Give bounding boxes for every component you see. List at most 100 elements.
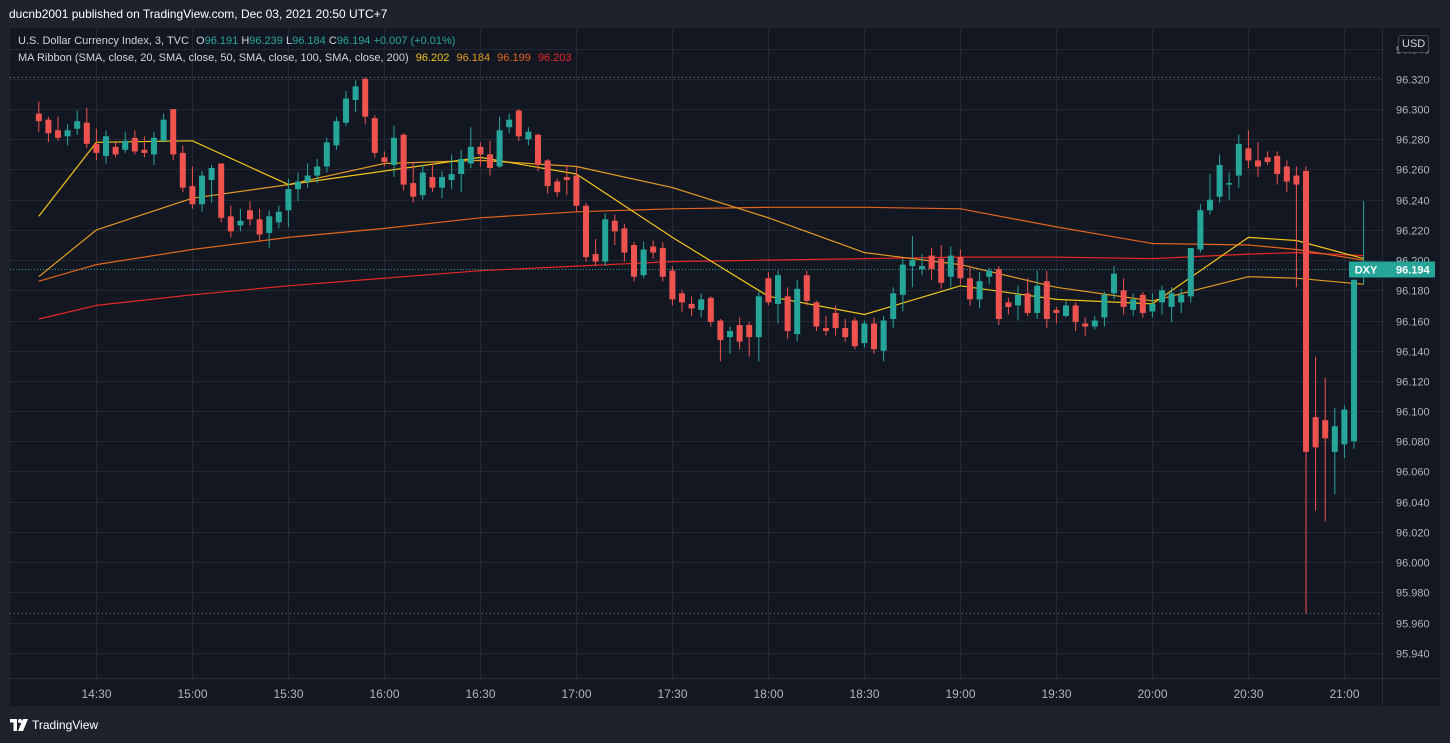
candle	[1043, 270, 1050, 329]
candle	[1101, 291, 1108, 327]
candle	[1264, 151, 1271, 165]
candle	[1207, 174, 1213, 215]
candle-body	[755, 296, 762, 338]
candle-body	[103, 136, 109, 156]
candle	[35, 101, 42, 132]
x-tick-label: 15:30	[273, 687, 303, 701]
candle	[487, 140, 493, 176]
candle-body	[640, 249, 647, 276]
candle	[458, 149, 465, 193]
candle	[439, 171, 445, 199]
candle-body	[765, 278, 772, 303]
ma-ribbon-legend: MA Ribbon (SMA, close, 20, SMA, close, 5…	[18, 50, 572, 66]
candle-body	[506, 119, 513, 128]
x-tick-label: 20:00	[1137, 687, 1167, 701]
x-tick-label: 18:30	[849, 687, 879, 701]
candle	[151, 131, 157, 165]
candle-body	[314, 166, 321, 176]
candle-body	[141, 149, 148, 153]
candle	[496, 116, 503, 168]
x-tick-label: 21:00	[1329, 687, 1359, 701]
candle	[477, 142, 484, 167]
candle	[861, 320, 868, 348]
candle-body	[295, 181, 301, 190]
currency-badge[interactable]: USD	[1398, 35, 1430, 53]
candle	[621, 223, 628, 262]
candle-body	[746, 325, 753, 338]
candle-body	[794, 288, 801, 335]
candle	[256, 208, 263, 241]
candle-body	[669, 270, 676, 300]
candle-body	[285, 189, 292, 211]
candle	[1120, 278, 1127, 315]
publish-header: ducnb2001 published on TradingView.com, …	[0, 0, 1450, 28]
candle	[323, 137, 330, 173]
candlestick-chart[interactable]: 95.940 95.960 95.980 96.000 96.020 96.040 96.0…	[10, 28, 1440, 706]
candle	[967, 267, 973, 306]
candle-body	[208, 167, 215, 181]
candle-body	[227, 216, 234, 232]
ma-ribbon-label[interactable]: MA Ribbon (SMA, close, 20, SMA, close, 5…	[18, 52, 409, 64]
candle-body	[784, 296, 791, 332]
candle-body	[659, 248, 666, 277]
candle	[755, 291, 762, 362]
candle-body	[976, 281, 983, 300]
candle-body	[323, 142, 330, 167]
candle-body	[333, 121, 340, 146]
grid-lines	[10, 28, 1382, 678]
candle-body	[1341, 409, 1348, 445]
candle	[343, 90, 349, 126]
candle	[707, 296, 714, 327]
candle	[189, 166, 196, 209]
tradingview-logo[interactable]: TradingView	[10, 717, 98, 733]
candle-body	[1139, 294, 1146, 313]
candle-body	[698, 299, 705, 310]
candle-body	[55, 130, 61, 138]
candle-body	[803, 275, 810, 301]
candle-body	[823, 328, 829, 332]
candle-body	[1024, 293, 1031, 313]
candle-body	[496, 130, 503, 167]
high-value: 96.239	[249, 35, 283, 47]
candle-body	[1293, 175, 1300, 185]
candle-body	[957, 257, 964, 279]
candle-body	[1264, 157, 1271, 162]
y-tick-label: 96.000	[1396, 558, 1430, 570]
candle	[362, 77, 369, 125]
candle	[333, 116, 340, 150]
candle	[669, 266, 676, 306]
symbol-legend: U.S. Dollar Currency Index, 3, TVC O96.1…	[18, 33, 455, 49]
chart-area[interactable]: 95.940 95.960 95.980 96.000 96.020 96.040 96.0…	[10, 28, 1440, 706]
candle	[467, 127, 474, 168]
candle-body	[1274, 155, 1281, 175]
candle-body	[189, 186, 196, 205]
symbol-name[interactable]: U.S. Dollar Currency Index, 3, TVC	[18, 35, 189, 47]
candle-body	[74, 121, 81, 129]
candle	[391, 125, 397, 178]
candle-body	[1322, 420, 1329, 439]
candle-body	[967, 278, 973, 300]
candle-body	[1082, 323, 1089, 327]
candle	[227, 205, 234, 238]
high-label: H	[241, 35, 250, 47]
candle-body	[1130, 299, 1137, 310]
candle-body	[1101, 294, 1108, 318]
candles	[35, 77, 1367, 614]
candle-body	[458, 158, 465, 175]
candle-body	[266, 216, 273, 233]
candle	[880, 315, 887, 362]
candle	[304, 163, 311, 188]
candle	[1034, 270, 1041, 319]
candle	[736, 317, 743, 350]
candle-body	[112, 146, 119, 155]
candle	[554, 178, 561, 197]
candle	[947, 246, 954, 288]
candle-body	[717, 320, 724, 341]
candle-body	[1331, 426, 1338, 452]
candle-body	[583, 205, 589, 258]
candle-body	[890, 293, 897, 319]
candle-body	[679, 293, 685, 303]
candle	[775, 270, 781, 324]
candle-body	[122, 140, 129, 150]
candle-body	[170, 109, 177, 155]
